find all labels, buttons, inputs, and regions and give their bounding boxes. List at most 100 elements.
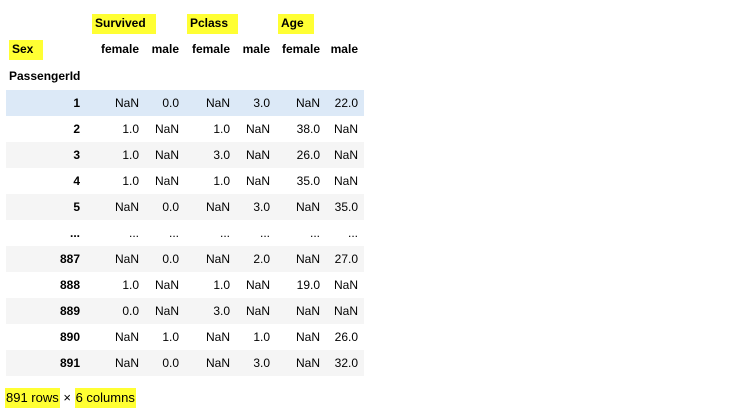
table-cell: 1.0 [162, 330, 179, 344]
table-cell: 22.0 [334, 96, 358, 110]
table-cell: 3.0 [213, 148, 230, 162]
table-cell: 1.0 [122, 174, 139, 188]
table-cell: NaN [245, 304, 270, 318]
column-header-pclass-male[interactable]: male [242, 42, 270, 56]
table-row[interactable]: 889 0.0 NaN 3.0 NaN NaN NaN [6, 298, 364, 324]
row-index: 888 [59, 278, 80, 292]
table-row[interactable]: 1 NaN 0.0 NaN 3.0 NaN 22.0 [6, 90, 364, 116]
table-cell: 0.0 [162, 200, 179, 214]
table-cell: 3.0 [213, 304, 230, 318]
table-cell: 3.0 [253, 200, 270, 214]
table-cell: NaN [114, 356, 139, 370]
table-cell: 0.0 [162, 252, 179, 266]
row-index: 889 [59, 304, 80, 318]
table-cell: 1.0 [213, 174, 230, 188]
table-cell: NaN [114, 252, 139, 266]
table-cell: NaN [333, 304, 358, 318]
table-row[interactable]: 891 NaN 0.0 NaN 3.0 NaN 32.0 [6, 350, 364, 376]
table-cell: NaN [205, 356, 230, 370]
table-cell: 3.0 [253, 96, 270, 110]
table-cell: NaN [114, 200, 139, 214]
index-name-spacer [90, 62, 364, 90]
columns-count: 6 columns [74, 388, 136, 408]
table-cell: NaN [295, 330, 320, 344]
table-row[interactable]: 890 NaN 1.0 NaN 1.0 NaN 26.0 [6, 324, 364, 350]
column-header-survived-female[interactable]: female [100, 42, 139, 56]
table-cell: NaN [205, 96, 230, 110]
table-cell: NaN [114, 96, 139, 110]
table-cell: 0.0 [162, 96, 179, 110]
table-cell: 1.0 [122, 122, 139, 136]
column-header-age-male[interactable]: male [330, 42, 358, 56]
table-cell: 27.0 [334, 252, 358, 266]
table-cell: NaN [114, 330, 139, 344]
table-cell: 2.0 [253, 252, 270, 266]
table-cell: 1.0 [253, 330, 270, 344]
table-cell: 19.0 [296, 278, 320, 292]
empty-corner-cell [6, 10, 90, 36]
table-cell: ... [128, 226, 139, 240]
table-cell: NaN [205, 200, 230, 214]
times-sign: × [63, 390, 71, 405]
table-cell: NaN [333, 148, 358, 162]
row-index: ... [69, 226, 80, 240]
table-row[interactable]: 887 NaN 0.0 NaN 2.0 NaN 27.0 [6, 246, 364, 272]
table-cell: 35.0 [296, 174, 320, 188]
rows-count: 891 rows [5, 388, 60, 408]
row-index: 1 [73, 96, 80, 110]
index-name-row: PassengerId [6, 62, 364, 90]
row-index: 4 [73, 174, 80, 188]
table-cell: ... [347, 226, 358, 240]
table-cell: NaN [154, 278, 179, 292]
column-group-age[interactable]: Age [276, 10, 364, 36]
table-cell: NaN [154, 122, 179, 136]
table-cell: NaN [333, 278, 358, 292]
table-cell: NaN [205, 330, 230, 344]
table-row[interactable]: 2 1.0 NaN 1.0 NaN 38.0 NaN [6, 116, 364, 142]
column-group-row: Survived Pclass Age [6, 10, 364, 36]
table-cell: 38.0 [296, 122, 320, 136]
table-cell: 1.0 [213, 278, 230, 292]
table-cell: ... [168, 226, 179, 240]
table-cell: 1.0 [122, 278, 139, 292]
table-cell: ... [219, 226, 230, 240]
row-index: 3 [73, 148, 80, 162]
table-cell: NaN [245, 278, 270, 292]
table-cell: NaN [245, 148, 270, 162]
table-header: Survived Pclass Age Sex female male fema… [6, 10, 364, 90]
column-header-survived-male[interactable]: male [151, 42, 179, 56]
table-cell: 3.0 [253, 356, 270, 370]
dataframe-table: Survived Pclass Age Sex female male fema… [6, 10, 364, 376]
table-row[interactable]: 3 1.0 NaN 3.0 NaN 26.0 NaN [6, 142, 364, 168]
table-cell: NaN [295, 252, 320, 266]
column-group-survived[interactable]: Survived [90, 10, 185, 36]
table-row[interactable]: 4 1.0 NaN 1.0 NaN 35.0 NaN [6, 168, 364, 194]
table-cell: NaN [245, 174, 270, 188]
row-index: 890 [59, 330, 80, 344]
table-cell: 1.0 [213, 122, 230, 136]
table-cell: NaN [295, 96, 320, 110]
table-cell: NaN [333, 174, 358, 188]
table-cell: NaN [245, 122, 270, 136]
table-cell: 26.0 [334, 330, 358, 344]
table-cell: 1.0 [122, 148, 139, 162]
table-cell: NaN [154, 304, 179, 318]
table-cell: NaN [295, 304, 320, 318]
column-header-age-female[interactable]: female [281, 42, 320, 56]
column-group-pclass[interactable]: Pclass [185, 10, 276, 36]
row-index: 2 [73, 122, 80, 136]
table-row[interactable]: 5 NaN 0.0 NaN 3.0 NaN 35.0 [6, 194, 364, 220]
index-name: PassengerId [9, 69, 81, 83]
column-header-pclass-female[interactable]: female [191, 42, 230, 56]
dataframe-shape-footer: 891 rows × 6 columns [5, 388, 136, 408]
table-cell: 26.0 [296, 148, 320, 162]
row-index: 5 [73, 200, 80, 214]
table-cell: NaN [154, 174, 179, 188]
table-row[interactable]: 888 1.0 NaN 1.0 NaN 19.0 NaN [6, 272, 364, 298]
table-cell: 0.0 [122, 304, 139, 318]
columns-level-name: Sex [6, 36, 90, 62]
column-level-row: Sex female male female male female male [6, 36, 364, 62]
table-cell: 0.0 [162, 356, 179, 370]
table-row[interactable]: ..................... [6, 220, 364, 246]
